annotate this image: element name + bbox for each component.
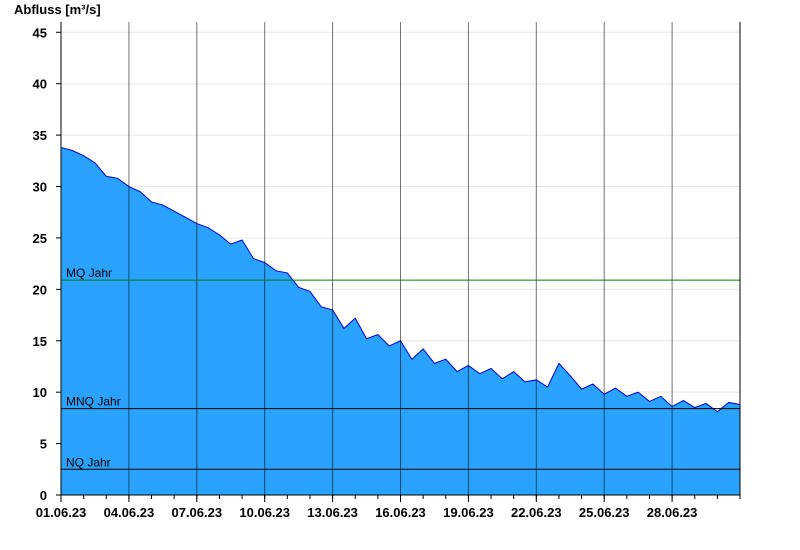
y-tick-label: 45: [33, 25, 47, 40]
y-tick-labels: 0 5 10 15 20 25 30 35 40 45: [33, 25, 61, 503]
x-tick-label: 13.06.23: [307, 505, 358, 520]
reference-line-label: MQ Jahr: [66, 266, 112, 280]
discharge-area: [61, 147, 740, 495]
x-tick-label: 22.06.23: [511, 505, 562, 520]
x-tick-label: 04.06.23: [104, 505, 155, 520]
x-tick-label: 10.06.23: [239, 505, 290, 520]
axes: [56, 22, 741, 496]
y-tick-label: 10: [33, 385, 47, 400]
reference-lines: MQ Jahr MNQ Jahr NQ Jahr: [61, 266, 740, 470]
x-tick-label: 19.06.23: [443, 505, 494, 520]
vertical-gridlines: [128, 22, 673, 495]
y-tick-label: 35: [33, 128, 47, 143]
y-tick-label: 40: [33, 77, 47, 92]
y-tick-label: 30: [33, 180, 47, 195]
y-tick-label: 5: [40, 437, 47, 452]
reference-line-label: NQ Jahr: [66, 455, 111, 469]
y-tick-label: 0: [40, 488, 47, 503]
y-tick-label: 20: [33, 282, 47, 297]
x-tick-label: 16.06.23: [375, 505, 426, 520]
x-tick-label: 28.06.23: [647, 505, 698, 520]
x-tick-label: 25.06.23: [579, 505, 630, 520]
x-tick-label: 01.06.23: [36, 505, 87, 520]
y-axis-title: Abfluss [m³/s]: [14, 2, 101, 17]
y-tick-label: 15: [33, 334, 47, 349]
x-tick-label: 07.06.23: [171, 505, 222, 520]
y-tick-label: 25: [33, 231, 47, 246]
reference-line-label: MNQ Jahr: [66, 395, 121, 409]
x-tick-labels: 01.06.23 04.06.23 07.06.23 10.06.23 13.06.23…: [36, 495, 741, 520]
